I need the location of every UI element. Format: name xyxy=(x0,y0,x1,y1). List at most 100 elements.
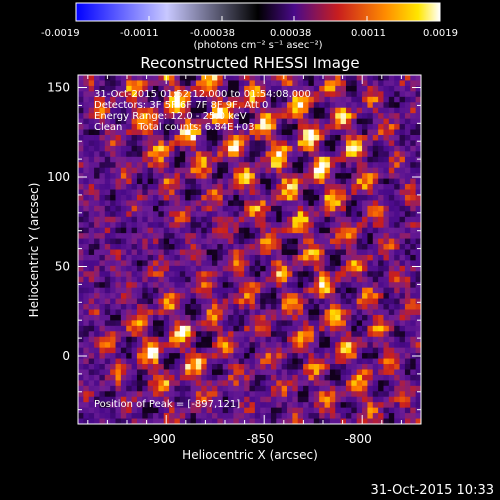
heatmap-cell xyxy=(378,265,384,272)
heatmap-cell xyxy=(126,194,132,201)
heatmap-cell xyxy=(362,336,368,343)
heatmap-cell xyxy=(281,113,288,120)
heatmap-cell xyxy=(190,102,197,109)
heatmap-cell xyxy=(206,211,213,218)
heatmap-cell xyxy=(345,380,352,387)
heatmap-cell xyxy=(104,189,111,196)
heatmap-cell xyxy=(254,254,261,261)
heatmap-cell xyxy=(158,227,165,234)
heatmap-cell xyxy=(303,380,309,387)
heatmap-cell xyxy=(185,374,191,381)
heatmap-cell xyxy=(313,151,320,158)
heatmap-cell xyxy=(99,364,106,370)
heatmap-cell xyxy=(308,102,315,109)
heatmap-cell xyxy=(292,364,299,370)
heatmap-cell xyxy=(270,96,277,103)
heatmap-cell xyxy=(238,216,245,223)
heatmap-cell xyxy=(169,184,175,190)
heatmap-cell xyxy=(303,173,309,180)
heatmap-cell xyxy=(174,244,181,250)
heatmap-cell xyxy=(233,396,240,403)
heatmap-cell xyxy=(265,178,272,185)
heatmap-cell xyxy=(153,358,159,365)
heatmap-cell xyxy=(404,364,411,370)
heatmap-cell xyxy=(228,418,234,425)
heatmap-cell xyxy=(88,151,95,158)
heatmap-cell xyxy=(99,380,106,387)
heatmap-cell xyxy=(211,304,218,310)
heatmap-cell xyxy=(110,178,116,185)
heatmap-cell xyxy=(228,320,234,327)
heatmap-cell xyxy=(249,396,256,403)
heatmap-cell xyxy=(329,189,336,196)
heatmap-cell xyxy=(120,124,127,130)
heatmap-cell xyxy=(83,173,90,180)
heatmap-cell xyxy=(228,380,234,387)
heatmap-cell xyxy=(313,222,320,229)
heatmap-cell xyxy=(351,211,358,218)
heatmap-cell xyxy=(201,276,208,283)
heatmap-cell xyxy=(276,194,283,201)
heatmap-cell xyxy=(394,238,400,245)
heatmap-cell xyxy=(217,211,224,218)
heatmap-cell xyxy=(394,167,400,174)
heatmap-cell xyxy=(388,407,395,414)
heatmap-cell xyxy=(383,287,390,294)
heatmap-cell xyxy=(276,162,283,169)
heatmap-cell xyxy=(104,385,111,392)
heatmap-cell xyxy=(88,238,95,245)
heatmap-cell xyxy=(217,293,224,299)
heatmap-cell xyxy=(120,244,127,250)
heatmap-cell xyxy=(153,320,159,327)
heatmap-cell xyxy=(238,293,245,299)
heatmap-cell xyxy=(238,369,245,376)
heatmap-cell xyxy=(88,293,95,299)
heatmap-cell xyxy=(335,162,342,169)
heatmap-cell xyxy=(287,205,293,212)
heatmap-cell xyxy=(153,118,159,125)
heatmap-cell xyxy=(110,254,116,261)
heatmap-cell xyxy=(324,260,331,267)
heatmap-cell xyxy=(142,194,149,201)
heatmap-cell xyxy=(329,184,336,190)
heatmap-cell xyxy=(217,260,224,267)
heatmap-cell xyxy=(270,374,277,381)
heatmap-cell xyxy=(195,222,202,229)
heatmap-cell xyxy=(303,167,309,174)
heatmap-cell xyxy=(88,418,95,425)
heatmap-cell xyxy=(99,140,106,147)
heatmap-cell xyxy=(303,162,309,169)
heatmap-cell xyxy=(335,336,342,343)
heatmap-cell xyxy=(99,211,106,218)
heatmap-cell xyxy=(131,391,138,398)
heatmap-cell xyxy=(126,391,132,398)
heatmap-cell xyxy=(270,85,277,92)
heatmap-cell xyxy=(351,342,358,349)
heatmap-cell xyxy=(233,134,240,141)
heatmap-cell xyxy=(415,391,422,398)
heatmap-cell xyxy=(104,342,111,349)
heatmap-cell xyxy=(372,407,379,414)
heatmap-cell xyxy=(211,287,218,294)
heatmap-cell xyxy=(169,331,175,338)
heatmap-cell xyxy=(222,140,229,147)
heatmap-cell xyxy=(351,353,358,359)
heatmap-cell xyxy=(131,320,138,327)
heatmap-cell xyxy=(372,293,379,299)
heatmap-cell xyxy=(303,227,309,234)
heatmap-cell xyxy=(104,151,111,158)
heatmap-cell xyxy=(163,380,170,387)
heatmap-cell xyxy=(345,80,352,87)
heatmap-cell xyxy=(356,140,363,147)
heatmap-cell xyxy=(410,314,417,321)
heatmap-cell xyxy=(142,391,149,398)
heatmap-cell xyxy=(185,347,191,354)
heatmap-cell xyxy=(163,342,170,349)
heatmap-cell xyxy=(297,91,304,98)
heatmap-cell xyxy=(356,336,363,343)
heatmap-cell xyxy=(195,413,202,419)
heatmap-cell xyxy=(185,96,191,103)
heatmap-cell xyxy=(244,85,250,92)
heatmap-cell xyxy=(319,298,325,305)
heatmap-cell xyxy=(281,107,288,114)
